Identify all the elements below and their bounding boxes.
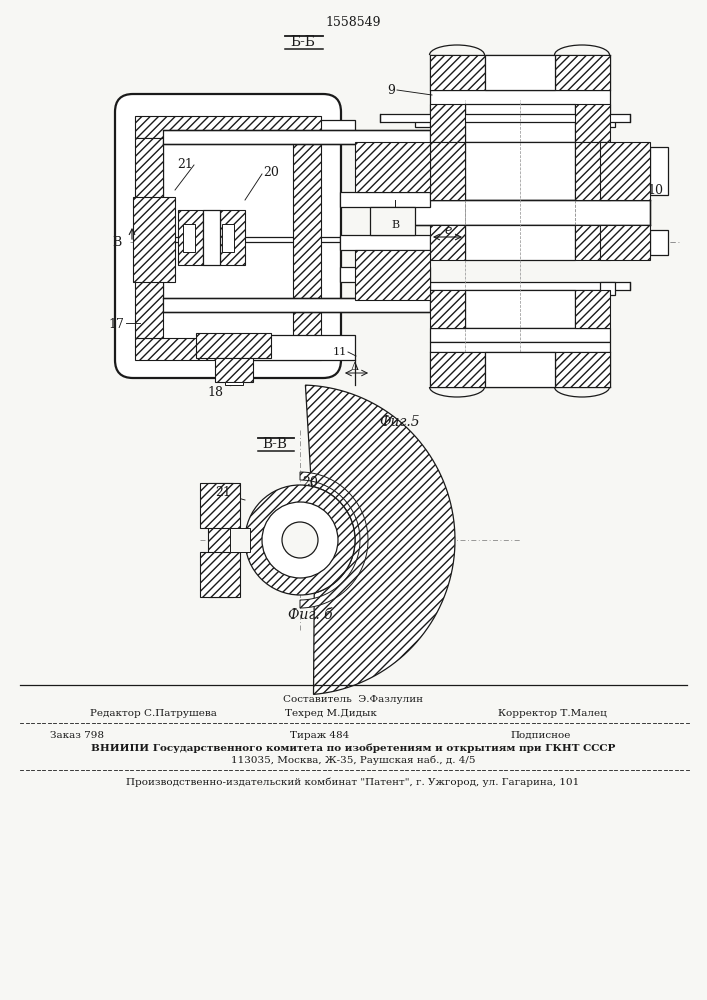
FancyBboxPatch shape <box>115 94 341 378</box>
Text: 21: 21 <box>177 157 193 170</box>
Bar <box>380 200 650 225</box>
Bar <box>340 235 430 250</box>
Bar <box>293 138 321 338</box>
Bar <box>355 250 430 300</box>
Text: 17: 17 <box>108 318 124 332</box>
Bar <box>430 90 610 105</box>
Bar <box>230 528 250 552</box>
Text: Тираж 484: Тираж 484 <box>290 730 349 740</box>
Bar <box>165 120 355 142</box>
Text: Фиг. б: Фиг. б <box>288 608 332 622</box>
Text: 1558549: 1558549 <box>325 15 381 28</box>
Bar <box>183 224 195 252</box>
Polygon shape <box>300 472 368 608</box>
Bar <box>135 138 163 338</box>
Bar <box>600 225 650 260</box>
Text: В: В <box>112 235 122 248</box>
Bar <box>163 142 340 237</box>
Text: 18: 18 <box>207 385 223 398</box>
Bar <box>650 230 668 255</box>
Text: Фиг.5: Фиг.5 <box>380 415 421 429</box>
Bar <box>430 328 610 342</box>
Bar <box>200 552 240 597</box>
Bar <box>380 282 630 290</box>
Bar <box>215 358 253 382</box>
Bar <box>600 115 615 127</box>
Circle shape <box>245 485 355 595</box>
Bar <box>135 116 321 138</box>
Bar <box>465 290 575 328</box>
Bar <box>340 267 430 282</box>
Bar <box>230 335 355 360</box>
Bar <box>575 104 610 142</box>
Text: Δ: Δ <box>351 362 359 372</box>
Bar <box>575 225 610 260</box>
Bar <box>222 224 234 252</box>
Bar <box>220 210 245 265</box>
Text: Редактор С.Патрушева: Редактор С.Патрушева <box>90 708 217 718</box>
Bar <box>163 130 430 144</box>
Bar <box>555 352 610 387</box>
Bar <box>340 192 430 207</box>
Bar <box>370 207 415 235</box>
Text: 21: 21 <box>215 486 231 498</box>
Bar <box>196 333 271 358</box>
Bar <box>163 242 340 300</box>
Bar <box>575 142 610 200</box>
Bar <box>430 104 465 142</box>
Text: Техред М.Дидык: Техред М.Дидык <box>285 708 377 718</box>
Text: Заказ 798: Заказ 798 <box>50 730 104 740</box>
Bar <box>485 352 555 387</box>
Circle shape <box>262 502 338 578</box>
Text: 10: 10 <box>647 184 663 196</box>
Bar <box>135 338 321 360</box>
Bar <box>600 142 650 200</box>
Bar <box>465 225 575 260</box>
Bar <box>555 55 610 90</box>
Bar <box>430 225 465 260</box>
Circle shape <box>282 522 318 558</box>
Bar <box>415 282 430 295</box>
Bar <box>430 105 610 115</box>
Bar <box>203 210 220 265</box>
Text: e: e <box>444 224 452 236</box>
Bar <box>430 290 465 328</box>
Polygon shape <box>305 385 455 694</box>
Bar <box>225 382 243 385</box>
Bar <box>355 142 430 192</box>
Bar <box>430 142 465 200</box>
Bar <box>178 210 203 265</box>
Text: 20: 20 <box>302 476 318 488</box>
Bar <box>208 483 233 597</box>
Text: 20: 20 <box>263 165 279 178</box>
Text: В-В: В-В <box>262 437 288 451</box>
Bar <box>200 483 240 528</box>
Bar <box>465 104 575 142</box>
Bar <box>575 290 610 328</box>
Bar <box>430 352 485 387</box>
Text: Производственно-издательский комбинат "Патент", г. Ужгород, ул. Гагарина, 101: Производственно-издательский комбинат "П… <box>127 777 580 787</box>
Bar <box>133 197 175 282</box>
Text: Подписное: Подписное <box>510 730 571 740</box>
Bar <box>415 115 430 127</box>
Bar <box>650 147 668 195</box>
Text: 11: 11 <box>333 347 347 357</box>
Bar <box>600 282 615 295</box>
Text: 9: 9 <box>387 84 395 97</box>
Bar <box>430 55 485 90</box>
Text: Корректор Т.Малец: Корректор Т.Малец <box>498 708 607 718</box>
Text: Б-Б: Б-Б <box>291 35 315 49</box>
Text: В: В <box>391 220 399 230</box>
Text: 113035, Москва, Ж-35, Раушская наб., д. 4/5: 113035, Москва, Ж-35, Раушская наб., д. … <box>230 755 475 765</box>
Bar <box>485 55 555 90</box>
Bar <box>465 142 575 200</box>
Text: Составитель  Э.Фазлулин: Составитель Э.Фазлулин <box>283 694 423 704</box>
Bar <box>380 114 630 122</box>
Bar <box>163 298 430 312</box>
Bar <box>430 342 610 352</box>
Text: ВНИИПИ Государственного комитета по изобретениям и открытиям при ГКНТ СССР: ВНИИПИ Государственного комитета по изоб… <box>90 743 615 753</box>
